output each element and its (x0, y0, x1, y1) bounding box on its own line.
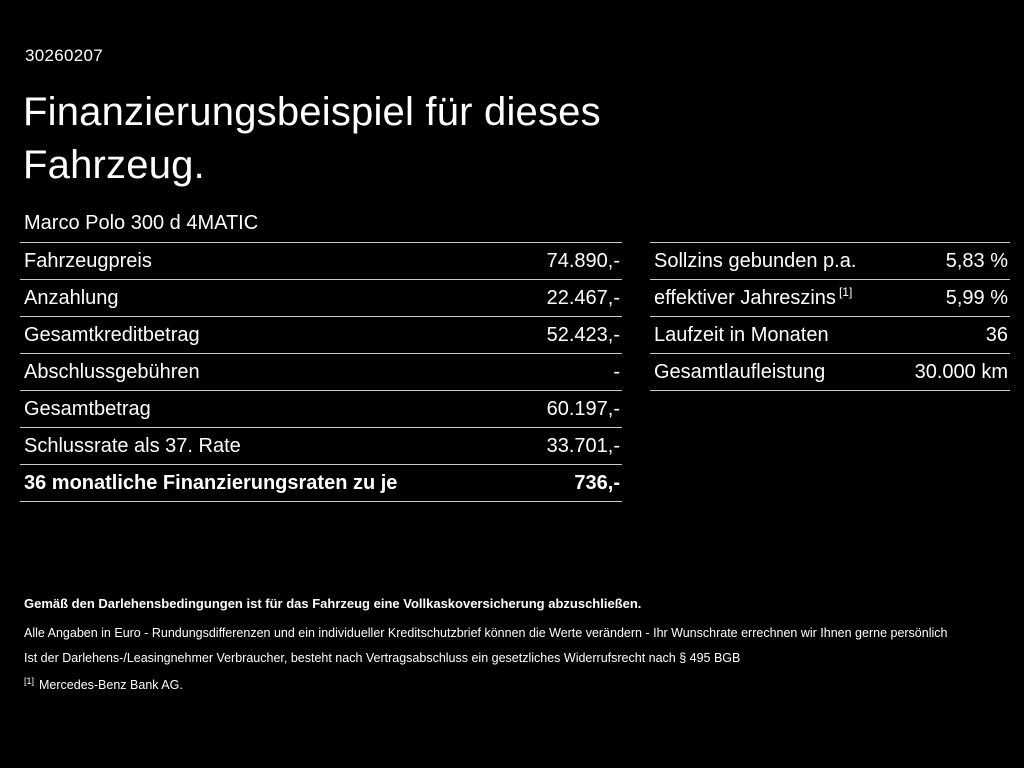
financing-table-left: Fahrzeugpreis 74.890,- Anzahlung 22.467,… (20, 242, 622, 502)
insurance-requirement-note: Gemäß den Darlehensbedingungen ist für d… (24, 596, 642, 611)
row-label: Laufzeit in Monaten (654, 323, 829, 346)
table-row: Schlussrate als 37. Rate 33.701,- (20, 427, 622, 464)
row-value: 60.197,- (546, 397, 620, 420)
row-label: Gesamtbetrag (24, 397, 151, 420)
disclaimer-line: Alle Angaben in Euro - Rundungsdifferenz… (24, 626, 948, 640)
footnote-reference: [1] (838, 284, 853, 299)
row-value: 22.467,- (546, 286, 620, 309)
row-value: 52.423,- (546, 323, 620, 346)
row-label-text: effektiver Jahreszins (654, 286, 836, 309)
document-id: 30260207 (25, 46, 104, 65)
table-row: Abschlussgebühren - (20, 353, 622, 390)
row-value: - (613, 360, 620, 383)
row-value: 74.890,- (546, 249, 620, 272)
table-row: Gesamtbetrag 60.197,- (20, 390, 622, 427)
financing-table-right: Sollzins gebunden p.a. 5,83 % effektiver… (650, 242, 1010, 391)
page-title: Finanzierungsbeispiel für dieses Fahrzeu… (23, 90, 601, 187)
row-label: 36 monatliche Finanzierungsraten zu je (24, 471, 398, 494)
row-label: Abschlussgebühren (24, 360, 200, 383)
table-row: Fahrzeugpreis 74.890,- (20, 242, 622, 279)
table-row: Anzahlung 22.467,- (20, 279, 622, 316)
row-label: Sollzins gebunden p.a. (654, 249, 857, 272)
footnote: [1] Mercedes-Benz Bank AG. (24, 676, 1004, 692)
row-label: Schlussrate als 37. Rate (24, 434, 241, 457)
row-value: 5,83 % (945, 249, 1008, 272)
table-row: Sollzins gebunden p.a. 5,83 % (650, 242, 1010, 279)
footnote-marker: [1] (24, 676, 35, 686)
row-value: 33.701,- (546, 434, 620, 457)
vehicle-model-name: Marco Polo 300 d 4MATIC (24, 212, 259, 234)
row-value: 736,- (574, 471, 620, 494)
row-label: Anzahlung (24, 286, 119, 309)
row-label: effektiver Jahreszins [1] (650, 284, 853, 310)
table-row: Gesamtlaufleistung 30.000 km (650, 353, 1010, 391)
row-value: 5,99 % (945, 286, 1008, 309)
row-label: Gesamtlaufleistung (654, 360, 826, 383)
table-row: Laufzeit in Monaten 36 (650, 316, 1010, 353)
legal-footer: Gemäß den Darlehensbedingungen ist für d… (24, 596, 1004, 692)
table-row: effektiver Jahreszins [1] 5,99 % (650, 279, 1010, 316)
table-row-monthly-rate: 36 monatliche Finanzierungsraten zu je 7… (20, 464, 622, 502)
row-value: 36 (985, 323, 1008, 346)
row-label: Fahrzeugpreis (24, 249, 152, 272)
withdrawal-rights-line: Ist der Darlehens-/Leasingnehmer Verbrau… (24, 651, 741, 665)
footnote-text: Mercedes-Benz Bank AG. (39, 678, 183, 693)
row-label: Gesamtkreditbetrag (24, 323, 200, 346)
row-value: 30.000 km (914, 360, 1008, 383)
table-row: Gesamtkreditbetrag 52.423,- (20, 316, 622, 353)
